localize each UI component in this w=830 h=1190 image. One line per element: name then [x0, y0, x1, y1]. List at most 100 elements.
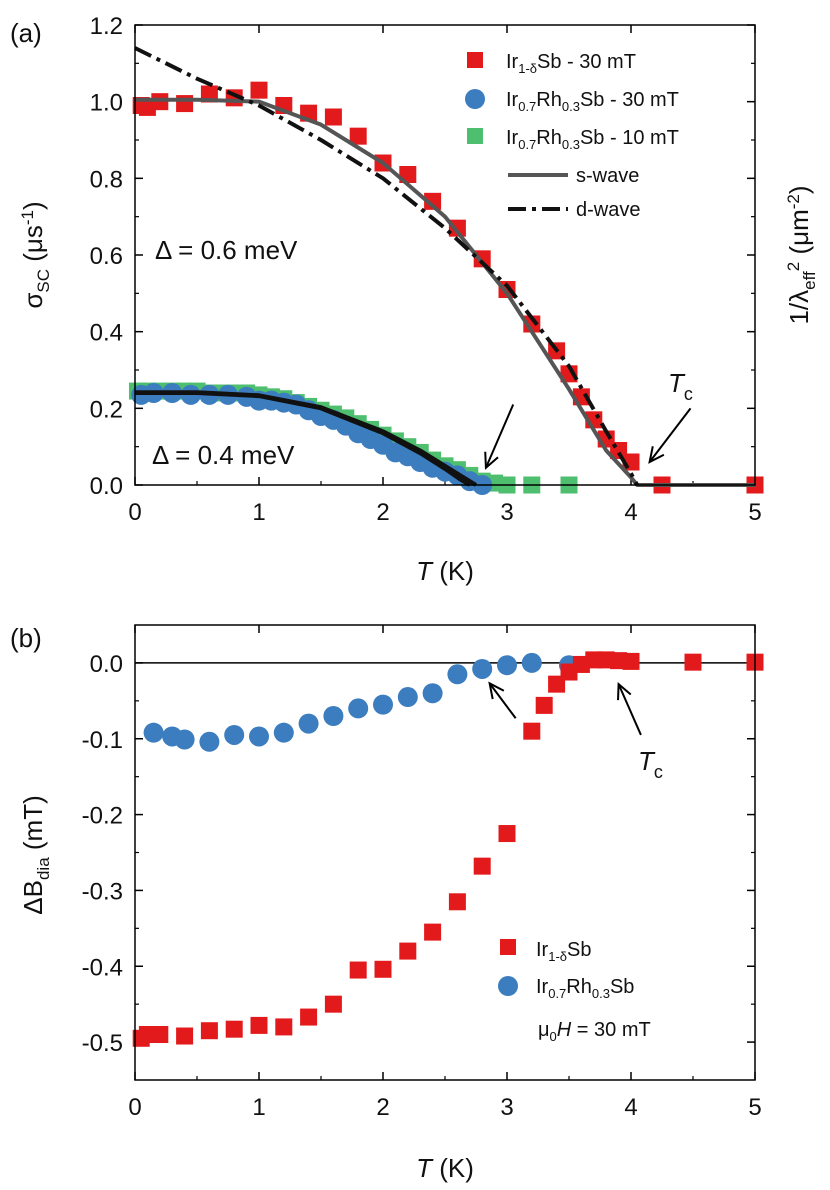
x-tick-label: 2 [376, 1094, 389, 1121]
panel-a-legend: Ir1-δSb - 30 mT Ir0.7Rh0.3Sb - 30 mT Ir0… [465, 51, 679, 221]
legend-label-irrh-10mt: Ir0.7Rh0.3Sb - 10 mT [506, 127, 679, 152]
data-point-square [275, 1018, 293, 1036]
panel-b-series [132, 651, 764, 1047]
x-tick-label: 2 [376, 499, 389, 526]
x-tick-label: 4 [624, 1094, 637, 1121]
y-tick-label: 1.0 [90, 90, 123, 117]
legend-label-s-wave: s-wave [576, 165, 639, 187]
data-point-circle [199, 731, 220, 752]
data-point-circle [174, 729, 195, 750]
annotation-arrow [617, 682, 642, 736]
legend-marker-b-irrh [498, 976, 518, 996]
panel-a: (a) 0 1 2 3 4 5 0.0 0.2 0.4 0.6 0.8 1.0 1.2 T (K) σS… [10, 13, 819, 586]
panel-b: (b) 0 1 2 3 4 5-0.5-0.4-0.3-0.2-0.10.0 T (K) … [10, 623, 764, 1183]
panel-b-tc-label: Tc [638, 746, 663, 782]
panel-a-y-axis-label-right: 1/λeff2 (μm-2) [784, 185, 819, 324]
legend-label-irrh-30mt: Ir0.7Rh0.3Sb - 30 mT [506, 89, 679, 114]
data-point-circle [472, 658, 493, 679]
data-point-square [200, 1022, 218, 1040]
data-point-circle [422, 683, 443, 704]
data-point-square [424, 923, 442, 941]
y-tick-label: 1.2 [90, 13, 123, 40]
data-point-square [473, 857, 491, 875]
legend-label-b-irrh: Ir0.7Rh0.3Sb [536, 976, 634, 1001]
data-point-square [498, 825, 516, 843]
y-tick-label: 0.4 [90, 320, 123, 347]
panel-b-label: (b) [10, 623, 42, 653]
gap-annotation-irrh: Δ = 0.4 meV [152, 440, 295, 470]
data-point-circle [143, 722, 164, 743]
data-point-square [225, 1020, 243, 1038]
y-tick-label: 0.2 [90, 396, 123, 423]
data-point-square [374, 960, 392, 978]
panel-a-series [128, 46, 764, 495]
data-point-square [176, 95, 194, 113]
data-point-square [349, 127, 367, 145]
data-point-square [324, 995, 342, 1013]
data-point-circle [323, 706, 344, 726]
annotation-arrow [484, 404, 515, 470]
data-point-circle [348, 698, 369, 719]
data-point-square [399, 942, 417, 960]
panel-a-arrows [484, 404, 692, 470]
legend-marker-irrh-30mt [465, 89, 485, 109]
data-point-square [300, 1008, 318, 1026]
arrow-head [484, 451, 499, 470]
panel-b-arrows [488, 681, 642, 736]
panel-b-x-axis-label: T (K) [416, 1153, 474, 1183]
data-point-circle [224, 724, 245, 745]
data-point-square [176, 1027, 194, 1045]
annotation-arrow [648, 407, 692, 464]
fit-line-d-wave [134, 46, 639, 486]
panel-b-frame [134, 624, 756, 1081]
y-tick-label: 0.6 [90, 243, 123, 270]
y-tick-label: -0.4 [82, 954, 123, 981]
data-point-circle [397, 687, 418, 708]
data-point-square [250, 81, 268, 99]
x-tick-label: 0 [128, 499, 141, 526]
arrow-shaft [488, 682, 517, 719]
fit-line-s-wave-ir0-7rh0-3sb-10-mt [135, 390, 478, 487]
fit-line-s-wave [135, 97, 755, 487]
x-tick-label: 3 [500, 1094, 513, 1121]
y-tick-label: 0.8 [90, 166, 123, 193]
x-tick-label: 4 [624, 499, 637, 526]
data-point-square [622, 652, 640, 670]
panel-b-y-axis-label: ΔBdia (mT) [18, 795, 53, 915]
data-point-circle [521, 652, 542, 673]
panel-a-x-axis-label: T (K) [416, 556, 474, 586]
y-tick-label: 0.0 [90, 473, 123, 500]
x-tick-label: 1 [252, 1094, 265, 1121]
legend-label-ir-30mt: Ir1-δSb - 30 mT [506, 51, 636, 76]
x-tick-label: 3 [500, 499, 513, 526]
data-point-circle [373, 694, 393, 715]
legend-marker-ir-30mt [467, 52, 483, 68]
data-point-square [324, 108, 342, 126]
y-tick-label: -0.2 [82, 803, 123, 830]
data-point-circle [447, 664, 468, 685]
y-tick-label: -0.1 [82, 727, 123, 754]
arrow-head [488, 681, 505, 700]
series-ir1-sb [132, 651, 764, 1047]
y-tick-label: -0.3 [82, 878, 123, 905]
panel-a-y-axis-label-left: σSC (μs-1) [18, 201, 53, 308]
arrow-head [617, 682, 632, 701]
legend-marker-irrh-10mt [467, 128, 483, 144]
data-point-circle [249, 726, 269, 747]
arrow-shaft [485, 404, 515, 469]
data-point-square [448, 893, 466, 911]
legend-label-d-wave: d-wave [576, 199, 640, 221]
panel-a-ticks: 0 1 2 3 4 5 0.0 0.2 0.4 0.6 0.8 1.0 1.2 [90, 13, 762, 526]
data-point-circle [298, 713, 319, 734]
panel-b-legend: Ir1-δSb Ir0.7Rh0.3Sb μ0H = 30 mT [498, 939, 651, 1044]
field-note: μ0H = 30 mT [538, 1019, 651, 1044]
x-tick-label: 5 [748, 499, 761, 526]
data-point-square [684, 653, 702, 671]
gap-annotation-ir: Δ = 0.6 meV [155, 235, 298, 265]
panel-a-label: (a) [10, 18, 42, 48]
data-point-circle [497, 655, 517, 676]
data-point-square [424, 192, 442, 210]
arrow-shaft [648, 407, 692, 463]
x-tick-label: 1 [252, 499, 265, 526]
